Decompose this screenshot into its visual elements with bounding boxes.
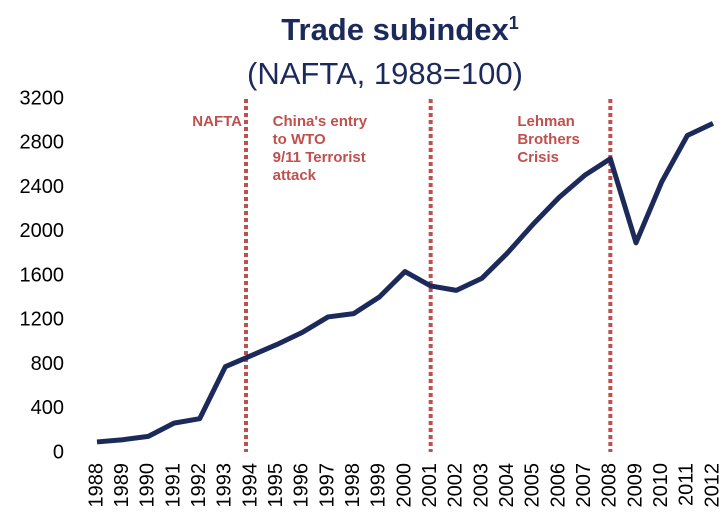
- x-tick-label: 1995: [265, 463, 287, 508]
- annotation-text: NAFTA: [192, 113, 242, 130]
- x-tick-label: 2002: [445, 463, 467, 508]
- y-tick-label: 400: [31, 397, 64, 419]
- x-tick-label: 1992: [188, 463, 210, 508]
- x-tick-label: 2003: [470, 463, 492, 508]
- x-tick-label: 2010: [650, 463, 672, 508]
- x-tick-label: 1999: [368, 463, 390, 508]
- y-tick-label: 2400: [20, 176, 65, 198]
- x-tick-label: 2008: [599, 463, 621, 508]
- annotation-text: Brothers: [517, 131, 580, 148]
- chart-subtitle: (NAFTA, 1988=100): [247, 56, 523, 91]
- x-tick-label: 1989: [111, 463, 133, 508]
- x-tick-label: 2006: [547, 463, 569, 508]
- annotation-text: Crisis: [517, 149, 559, 166]
- x-tick-label: 2000: [393, 463, 415, 508]
- x-tick-label: 1997: [316, 463, 338, 508]
- y-tick-label: 1200: [20, 309, 65, 331]
- y-tick-label: 3200: [20, 87, 65, 109]
- x-tick-label: 2007: [573, 463, 595, 508]
- x-tick-label: 1988: [85, 463, 107, 508]
- x-tick-label: 2004: [496, 463, 518, 508]
- x-tick-label: 1996: [291, 463, 313, 508]
- x-tick-label: 2001: [419, 463, 441, 508]
- annotation-text: to WTO: [273, 131, 326, 148]
- annotation-text: attack: [273, 167, 317, 184]
- x-tick-label: 1990: [137, 463, 159, 508]
- x-tick-label: 1998: [342, 463, 364, 508]
- x-tick-label: 1991: [162, 463, 184, 508]
- y-tick-label: 2000: [20, 220, 65, 242]
- annotation-text: China's entry: [273, 113, 368, 130]
- title-superscript: 1: [509, 13, 519, 33]
- x-tick-label: 2005: [522, 463, 544, 508]
- x-tick-label: 2009: [624, 463, 646, 508]
- x-tick-label: 2011: [676, 463, 698, 506]
- y-tick-label: 0: [53, 441, 64, 463]
- y-tick-label: 800: [31, 353, 64, 375]
- y-tick-label: 2800: [20, 132, 65, 154]
- annotation-text: 9/11 Terrorist: [273, 149, 366, 166]
- x-tick-label: 1994: [239, 463, 261, 508]
- chart-title: Trade subindex1: [281, 12, 518, 47]
- x-tick-label: 2012: [701, 463, 721, 508]
- data-line: [96, 121, 715, 445]
- y-tick-label: 1600: [20, 264, 65, 286]
- title-text: Trade subindex: [281, 12, 509, 47]
- annotation-text: Lehman: [517, 113, 575, 130]
- x-tick-label: 1993: [214, 463, 236, 508]
